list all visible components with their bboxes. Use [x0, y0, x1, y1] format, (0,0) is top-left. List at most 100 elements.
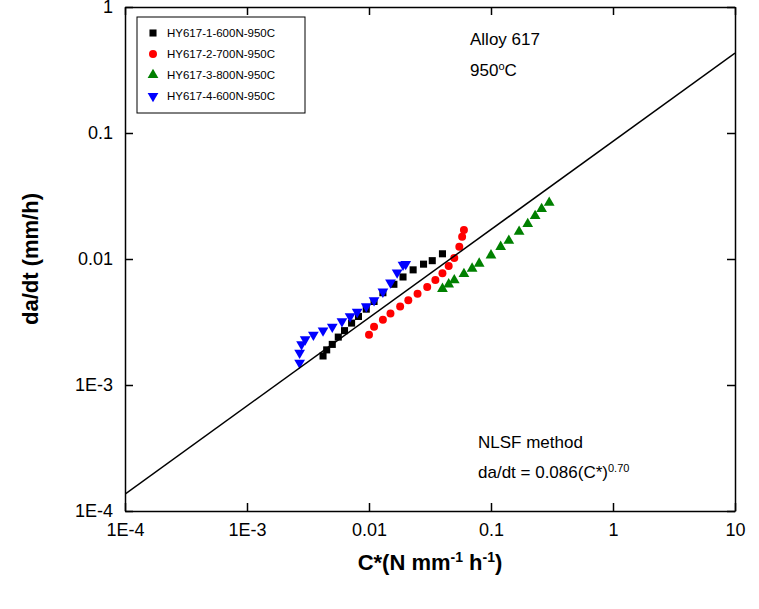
series	[294, 261, 411, 369]
tick-mark	[727, 133, 735, 135]
text-part: C	[505, 61, 517, 80]
point	[474, 257, 485, 266]
text-part: da/dt = 0.086(C*)	[478, 463, 608, 482]
annotation: NLSF method	[478, 433, 583, 452]
tick: 1E-4	[75, 501, 133, 521]
tick-label: 0.01	[78, 249, 113, 269]
tick: 0.01	[352, 503, 387, 540]
point	[414, 290, 422, 298]
point	[544, 196, 555, 205]
point	[385, 279, 396, 288]
tick-mark	[613, 503, 615, 511]
tick-mark	[369, 7, 371, 15]
axis-line	[126, 511, 736, 513]
tick-mark	[125, 511, 133, 513]
x-axis-title: C*(N mm-1 h-1)	[358, 549, 503, 575]
tick-mark	[125, 385, 133, 387]
y-axis: 1E-4 1E-3 0.01 0.1 1	[75, 0, 133, 521]
point	[352, 309, 363, 318]
tick-label: 0.1	[479, 520, 504, 540]
point	[365, 331, 373, 339]
tick-label: 1E-4	[75, 501, 113, 521]
point	[445, 262, 453, 270]
tick: 1	[103, 0, 133, 17]
annotation: Alloy 617	[470, 30, 540, 49]
tick-mark	[491, 503, 493, 511]
tick-mark	[727, 511, 735, 513]
point	[420, 261, 427, 268]
point	[318, 328, 329, 337]
text-part: NLSF method	[478, 433, 583, 452]
tick	[727, 511, 735, 512]
legend: HY617-1-600N-950CHY617-2-700N-950CHY617-…	[137, 17, 305, 113]
tick: 0.1	[88, 123, 133, 143]
point	[300, 336, 311, 345]
x-axis: 1E-4 1E-3 0.01 0.1 1 10	[106, 503, 745, 540]
point	[345, 313, 356, 322]
tick-mark	[369, 503, 371, 511]
legend-label: HY617-3-800N-950C	[167, 69, 275, 81]
y-axis-title: da/dt (mm/h)	[18, 193, 43, 325]
tick-mark	[247, 7, 249, 15]
tick: 0.01	[78, 249, 133, 269]
tick-label: 1	[608, 520, 618, 540]
point	[361, 303, 372, 312]
point	[399, 273, 406, 280]
text-part: 0.70	[608, 462, 629, 474]
tick: 1E-3	[75, 375, 133, 395]
legend-marker	[149, 29, 156, 36]
legend-label: HY617-4-600N-950C	[167, 90, 275, 102]
tick	[727, 385, 735, 386]
text-part: da/dt (mm/h)	[18, 193, 43, 325]
fit-line	[125, 53, 735, 494]
text-part: -1	[483, 549, 496, 565]
tick-label: 10	[725, 520, 745, 540]
text-part: )	[495, 550, 502, 575]
tick-mark	[727, 7, 735, 9]
tick-label: 1E-4	[106, 520, 144, 540]
point	[431, 276, 439, 284]
text-part: Alloy 617	[470, 30, 540, 49]
point	[379, 316, 387, 324]
tick: 0.1	[479, 503, 504, 540]
legend-box	[137, 17, 305, 113]
point	[294, 350, 305, 359]
annotation: da/dt = 0.086(C*)0.70	[478, 462, 629, 482]
text-part: C*(N mm	[358, 550, 451, 575]
point	[458, 233, 466, 241]
tick	[727, 7, 735, 8]
point	[522, 218, 533, 227]
point	[410, 266, 417, 273]
tick-mark	[247, 503, 249, 511]
text-part: h	[463, 550, 483, 575]
series	[437, 196, 555, 291]
tick-mark	[727, 385, 735, 387]
point	[392, 269, 403, 278]
point	[400, 261, 411, 270]
legend-marker	[148, 69, 159, 78]
point	[429, 257, 436, 264]
tick: 1E-3	[228, 503, 266, 540]
point	[495, 241, 506, 250]
point	[423, 283, 431, 291]
tick: 1	[608, 503, 618, 540]
annotation: 950oC	[470, 60, 517, 80]
plot-area	[125, 53, 735, 494]
series	[320, 250, 446, 359]
tick	[369, 7, 370, 15]
tick-mark	[613, 7, 615, 15]
chart: 1E-4 1E-3 0.01 0.1 1 10 1E-4 1E-3 0.01 0.1 1 C*(N m…	[0, 0, 759, 609]
y-axis-right	[727, 8, 736, 512]
tick	[727, 133, 735, 134]
point	[460, 226, 468, 234]
tick-mark	[491, 7, 493, 15]
tick-mark	[125, 133, 133, 135]
tick-label: 1E-3	[228, 520, 266, 540]
tick	[247, 7, 248, 15]
tick	[491, 7, 492, 15]
text-part: -1	[451, 549, 464, 565]
point	[449, 274, 460, 283]
point	[486, 249, 497, 258]
point	[439, 250, 446, 257]
point	[396, 302, 404, 310]
